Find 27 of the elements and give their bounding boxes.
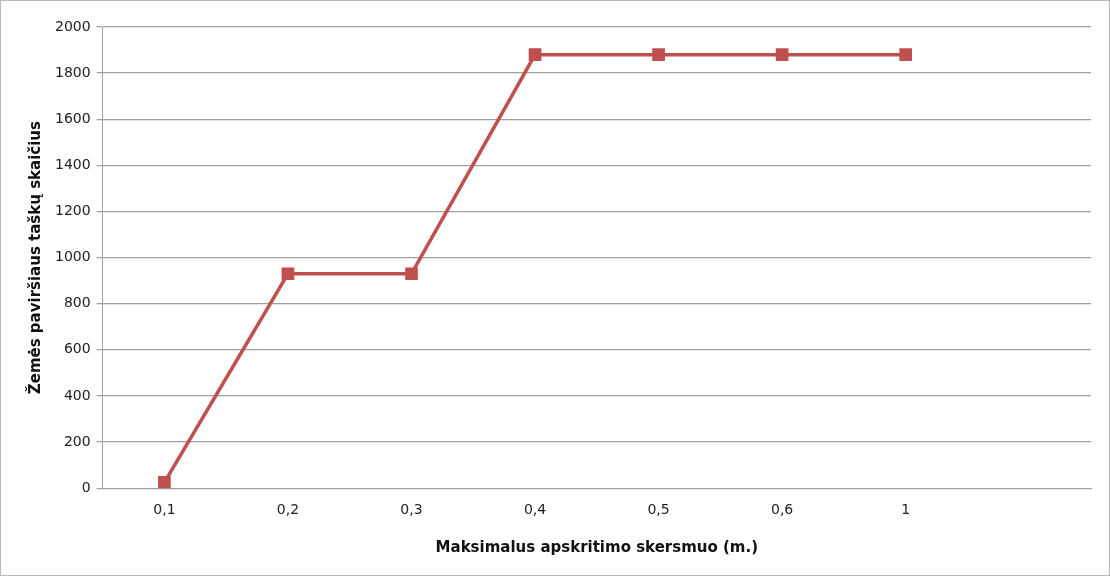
y-tick-label: 1000	[54, 248, 91, 265]
y-tick-label: 200	[63, 432, 91, 449]
y-tick-label: 600	[63, 340, 91, 357]
x-tick-label: 0,1	[153, 501, 176, 518]
point	[281, 267, 295, 281]
y-axis-title: Žemės paviršiaus taškų skaičius	[24, 120, 44, 395]
y-tick-label: 400	[63, 386, 91, 403]
y-tick-label: 2000	[54, 17, 91, 34]
x-tick-label: 0,5	[647, 501, 670, 518]
x-tick-label: 0,4	[523, 501, 547, 518]
y-tick-label: 0	[81, 478, 91, 495]
x-tick-label: 0,2	[276, 501, 300, 518]
y-tick-label: 1400	[54, 156, 91, 172]
point	[158, 476, 171, 489]
y-tick-label: 1800	[54, 63, 91, 80]
point	[899, 48, 913, 62]
x-axis-title: Maksimalus apskritimo skersmuo (m.)	[435, 537, 759, 556]
point	[528, 48, 542, 62]
point	[405, 267, 418, 281]
x-tick-label: 0,3	[400, 501, 423, 518]
point	[775, 48, 789, 62]
y-tick-label: 800	[63, 294, 91, 311]
y-tick-label: 1200	[54, 202, 91, 219]
y-tick-label: 1600	[54, 109, 91, 126]
point	[652, 48, 665, 62]
x-tick-label: 0,6	[771, 501, 794, 518]
x-tick-label: 1	[901, 501, 911, 518]
